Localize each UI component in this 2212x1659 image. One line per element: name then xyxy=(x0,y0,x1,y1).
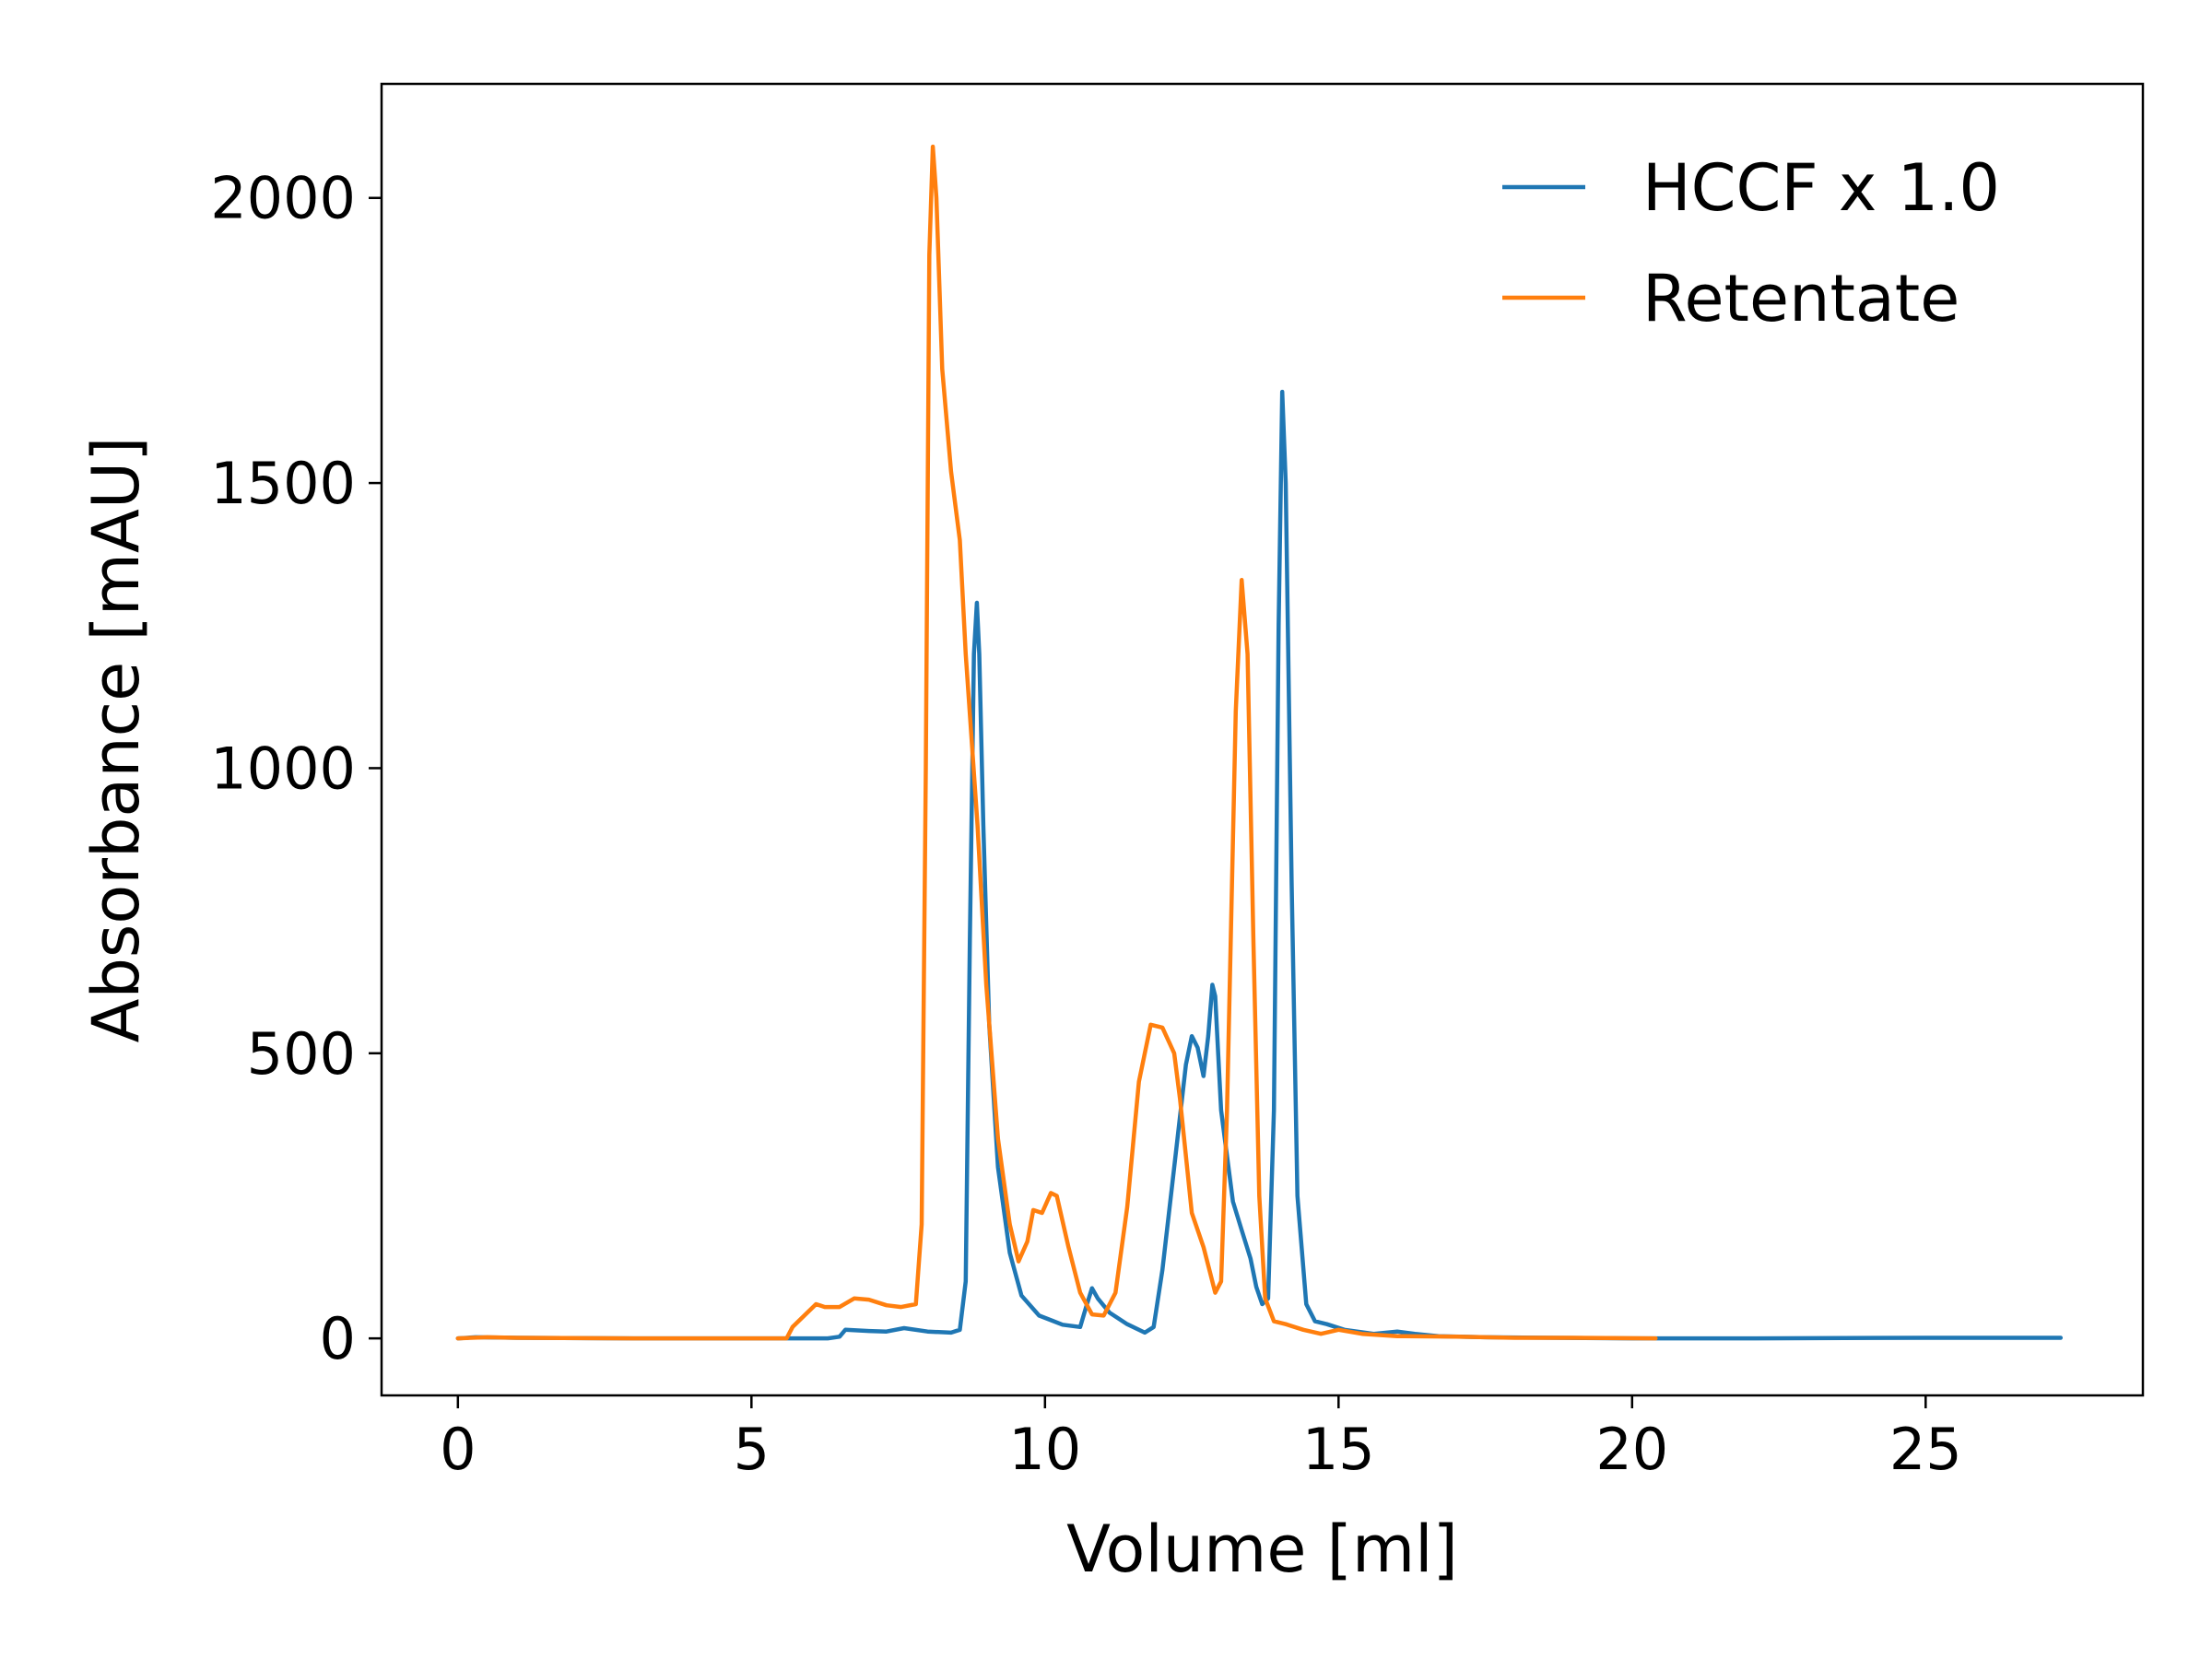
x-tick-label: 5 xyxy=(734,1416,770,1483)
ticks-layer: 0 5 10 15 20 25 0 500 1000 1500 2000 xyxy=(210,165,1962,1483)
x-tick-label: 10 xyxy=(1008,1416,1081,1483)
y-tick-label: 2000 xyxy=(210,165,356,232)
legend: HCCF x 1.0 Retentate xyxy=(1502,150,2000,336)
plot-layer xyxy=(455,144,2064,1341)
y-tick-label: 500 xyxy=(247,1020,356,1088)
series-line-2 xyxy=(455,144,1658,1341)
plot-frame xyxy=(380,82,2145,1397)
y-axis-label: Absorbance [mAU] xyxy=(78,437,154,1043)
legend-label-2: Retentate xyxy=(1642,261,1959,336)
y-tick-label: 1500 xyxy=(210,450,356,517)
x-tick-label: 25 xyxy=(1889,1416,1962,1483)
x-axis-label: Volume [ml] xyxy=(1066,1512,1458,1587)
x-tick-label: 20 xyxy=(1595,1416,1668,1483)
legend-label-1: HCCF x 1.0 xyxy=(1642,150,2000,226)
y-tick-label: 0 xyxy=(320,1305,356,1372)
x-tick-label: 0 xyxy=(440,1416,476,1483)
x-tick-label: 15 xyxy=(1302,1416,1375,1483)
series-line-1 xyxy=(455,389,2064,1341)
y-tick-label: 1000 xyxy=(210,735,356,802)
